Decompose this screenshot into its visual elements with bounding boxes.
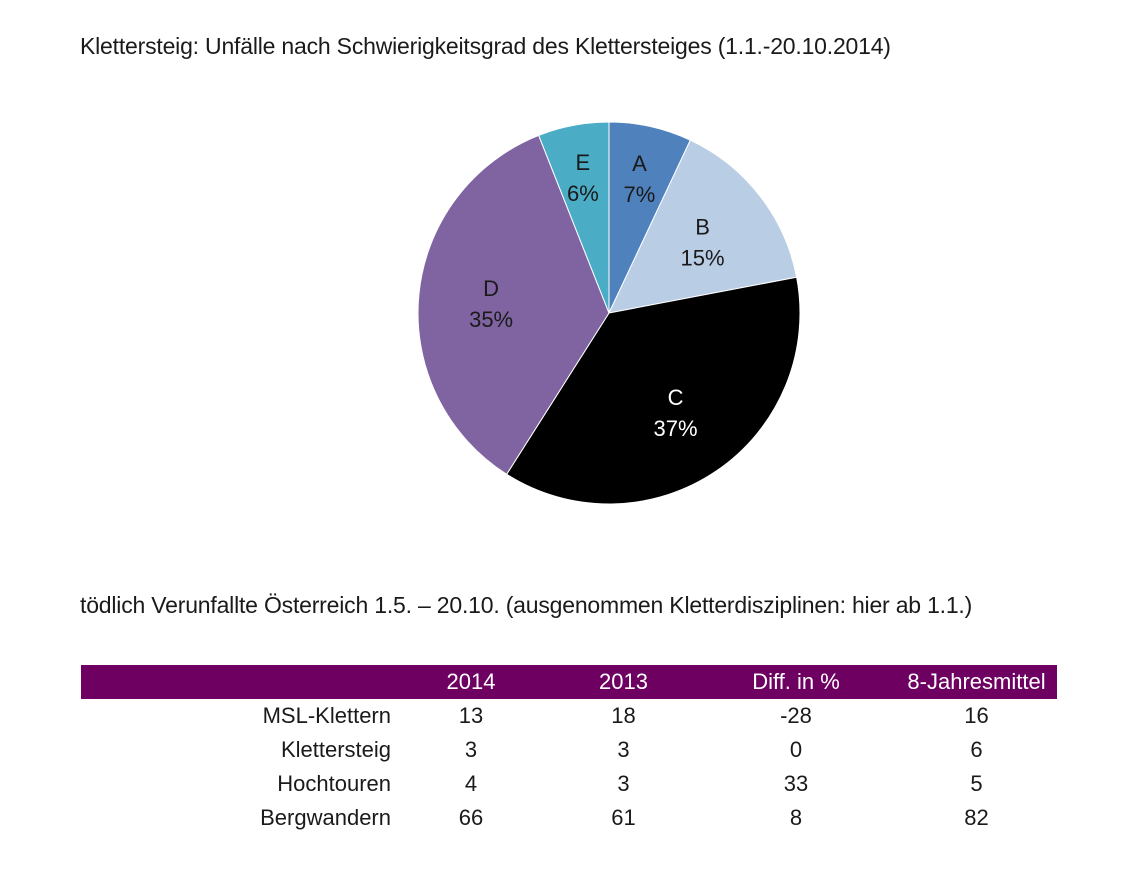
table-subtitle: tödlich Verunfallte Österreich 1.5. – 20… <box>80 592 973 618</box>
pie-label-d: D <box>483 276 499 301</box>
pie-slice-e <box>538 121 610 314</box>
row-label: MSL-Klettern <box>262 703 391 728</box>
pie-value-b: 15% <box>681 245 725 270</box>
pie-slice-c <box>505 276 801 505</box>
pie-value-d: 35% <box>469 307 513 332</box>
pie-value-c: 37% <box>654 416 698 441</box>
cell-2013: 3 <box>617 771 630 796</box>
row-label: Hochtouren <box>277 771 391 796</box>
table-row: Bergwandern 66 61 8 82 <box>81 801 1057 835</box>
column-header-label <box>81 665 391 699</box>
cell-2014: 13 <box>458 703 484 728</box>
pie-label-c: C <box>668 385 684 410</box>
row-label: Bergwandern <box>260 805 391 830</box>
table-row: MSL-Klettern 13 18 -28 16 <box>81 699 1057 733</box>
pie-slices <box>417 121 801 505</box>
cell-2014: 3 <box>464 737 478 762</box>
cell-2013: 3 <box>617 737 630 762</box>
cell-8yr-mean: 16 <box>964 703 989 728</box>
pie-label-e: E <box>576 150 591 175</box>
pie-label-a: A <box>632 151 647 176</box>
pie-labels: A 7% B 15% C 37% D 35% E 6% <box>469 150 725 441</box>
pie-value-a: 7% <box>624 182 656 207</box>
column-header-2013: 2013 <box>551 665 696 699</box>
column-header-8yr-mean: 8-Jahresmittel <box>896 665 1057 699</box>
row-label: Klettersteig <box>280 737 391 762</box>
cell-2013: 61 <box>611 805 636 830</box>
table-header-row: 2014 2013 Diff. in % 8-Jahresmittel <box>81 665 1057 699</box>
cell-diff: 0 <box>789 737 803 762</box>
fatalities-table: 2014 2013 Diff. in % 8-Jahresmittel MSL-… <box>81 665 1057 835</box>
cell-2014: 4 <box>464 771 478 796</box>
table-row: Klettersteig 3 3 0 6 <box>81 733 1057 767</box>
cell-8yr-mean: 5 <box>970 771 983 796</box>
pie-slice-b <box>608 139 798 314</box>
cell-2013: 18 <box>611 703 636 728</box>
cell-8yr-mean: 6 <box>970 737 983 762</box>
cell-diff: 8 <box>789 805 803 830</box>
pie-label-b: B <box>695 214 710 239</box>
column-header-2014: 2014 <box>391 665 551 699</box>
table-row: Hochtouren 4 3 33 5 <box>81 767 1057 801</box>
pie-slice-d <box>417 134 610 475</box>
column-header-diff: Diff. in % <box>696 665 896 699</box>
cell-2014: 66 <box>458 805 484 830</box>
chart-title: Klettersteig: Unfälle nach Schwierigkeit… <box>80 33 891 59</box>
pie-value-e: 6% <box>567 181 599 206</box>
pie-chart: A 7% B 15% C 37% D 35% E 6% <box>417 121 801 505</box>
cell-diff: -28 <box>780 703 812 728</box>
cell-diff: 33 <box>783 771 809 796</box>
cell-8yr-mean: 82 <box>964 805 989 830</box>
